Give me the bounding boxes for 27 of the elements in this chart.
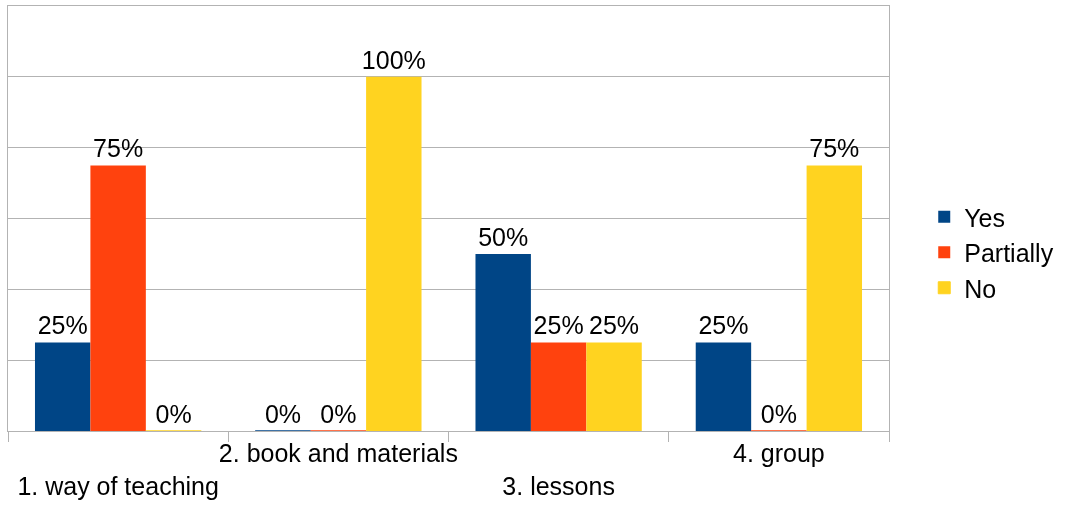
legend-label: Partially [964,239,1054,267]
data-label: 100% [361,45,426,74]
bar [366,76,422,431]
data-label: 0% [264,400,302,428]
data-label: 75% [809,134,860,163]
data-label: 0% [760,400,797,428]
legend-label: No [964,274,997,303]
bar [586,342,642,431]
bar [90,165,146,431]
x-tick-label: 4. group [733,439,825,467]
bar [34,342,91,431]
data-label: 25% [589,311,640,340]
data-label: 50% [478,222,529,251]
bar [475,253,531,431]
data-label: 0% [320,400,357,428]
x-tick-label: 2. book and materials [218,439,458,467]
legend-label: Yes [964,203,1006,232]
x-tick-label: 3. lessons [502,471,615,500]
bar [695,342,752,431]
data-label: 0% [155,400,192,428]
bar [530,342,587,431]
data-label: 25% [533,311,584,340]
data-label: 75% [93,134,144,163]
data-label: 25% [698,311,749,340]
bar [806,165,863,431]
data-label: 25% [37,311,88,340]
x-tick-label: 1. way of teaching [17,471,219,500]
